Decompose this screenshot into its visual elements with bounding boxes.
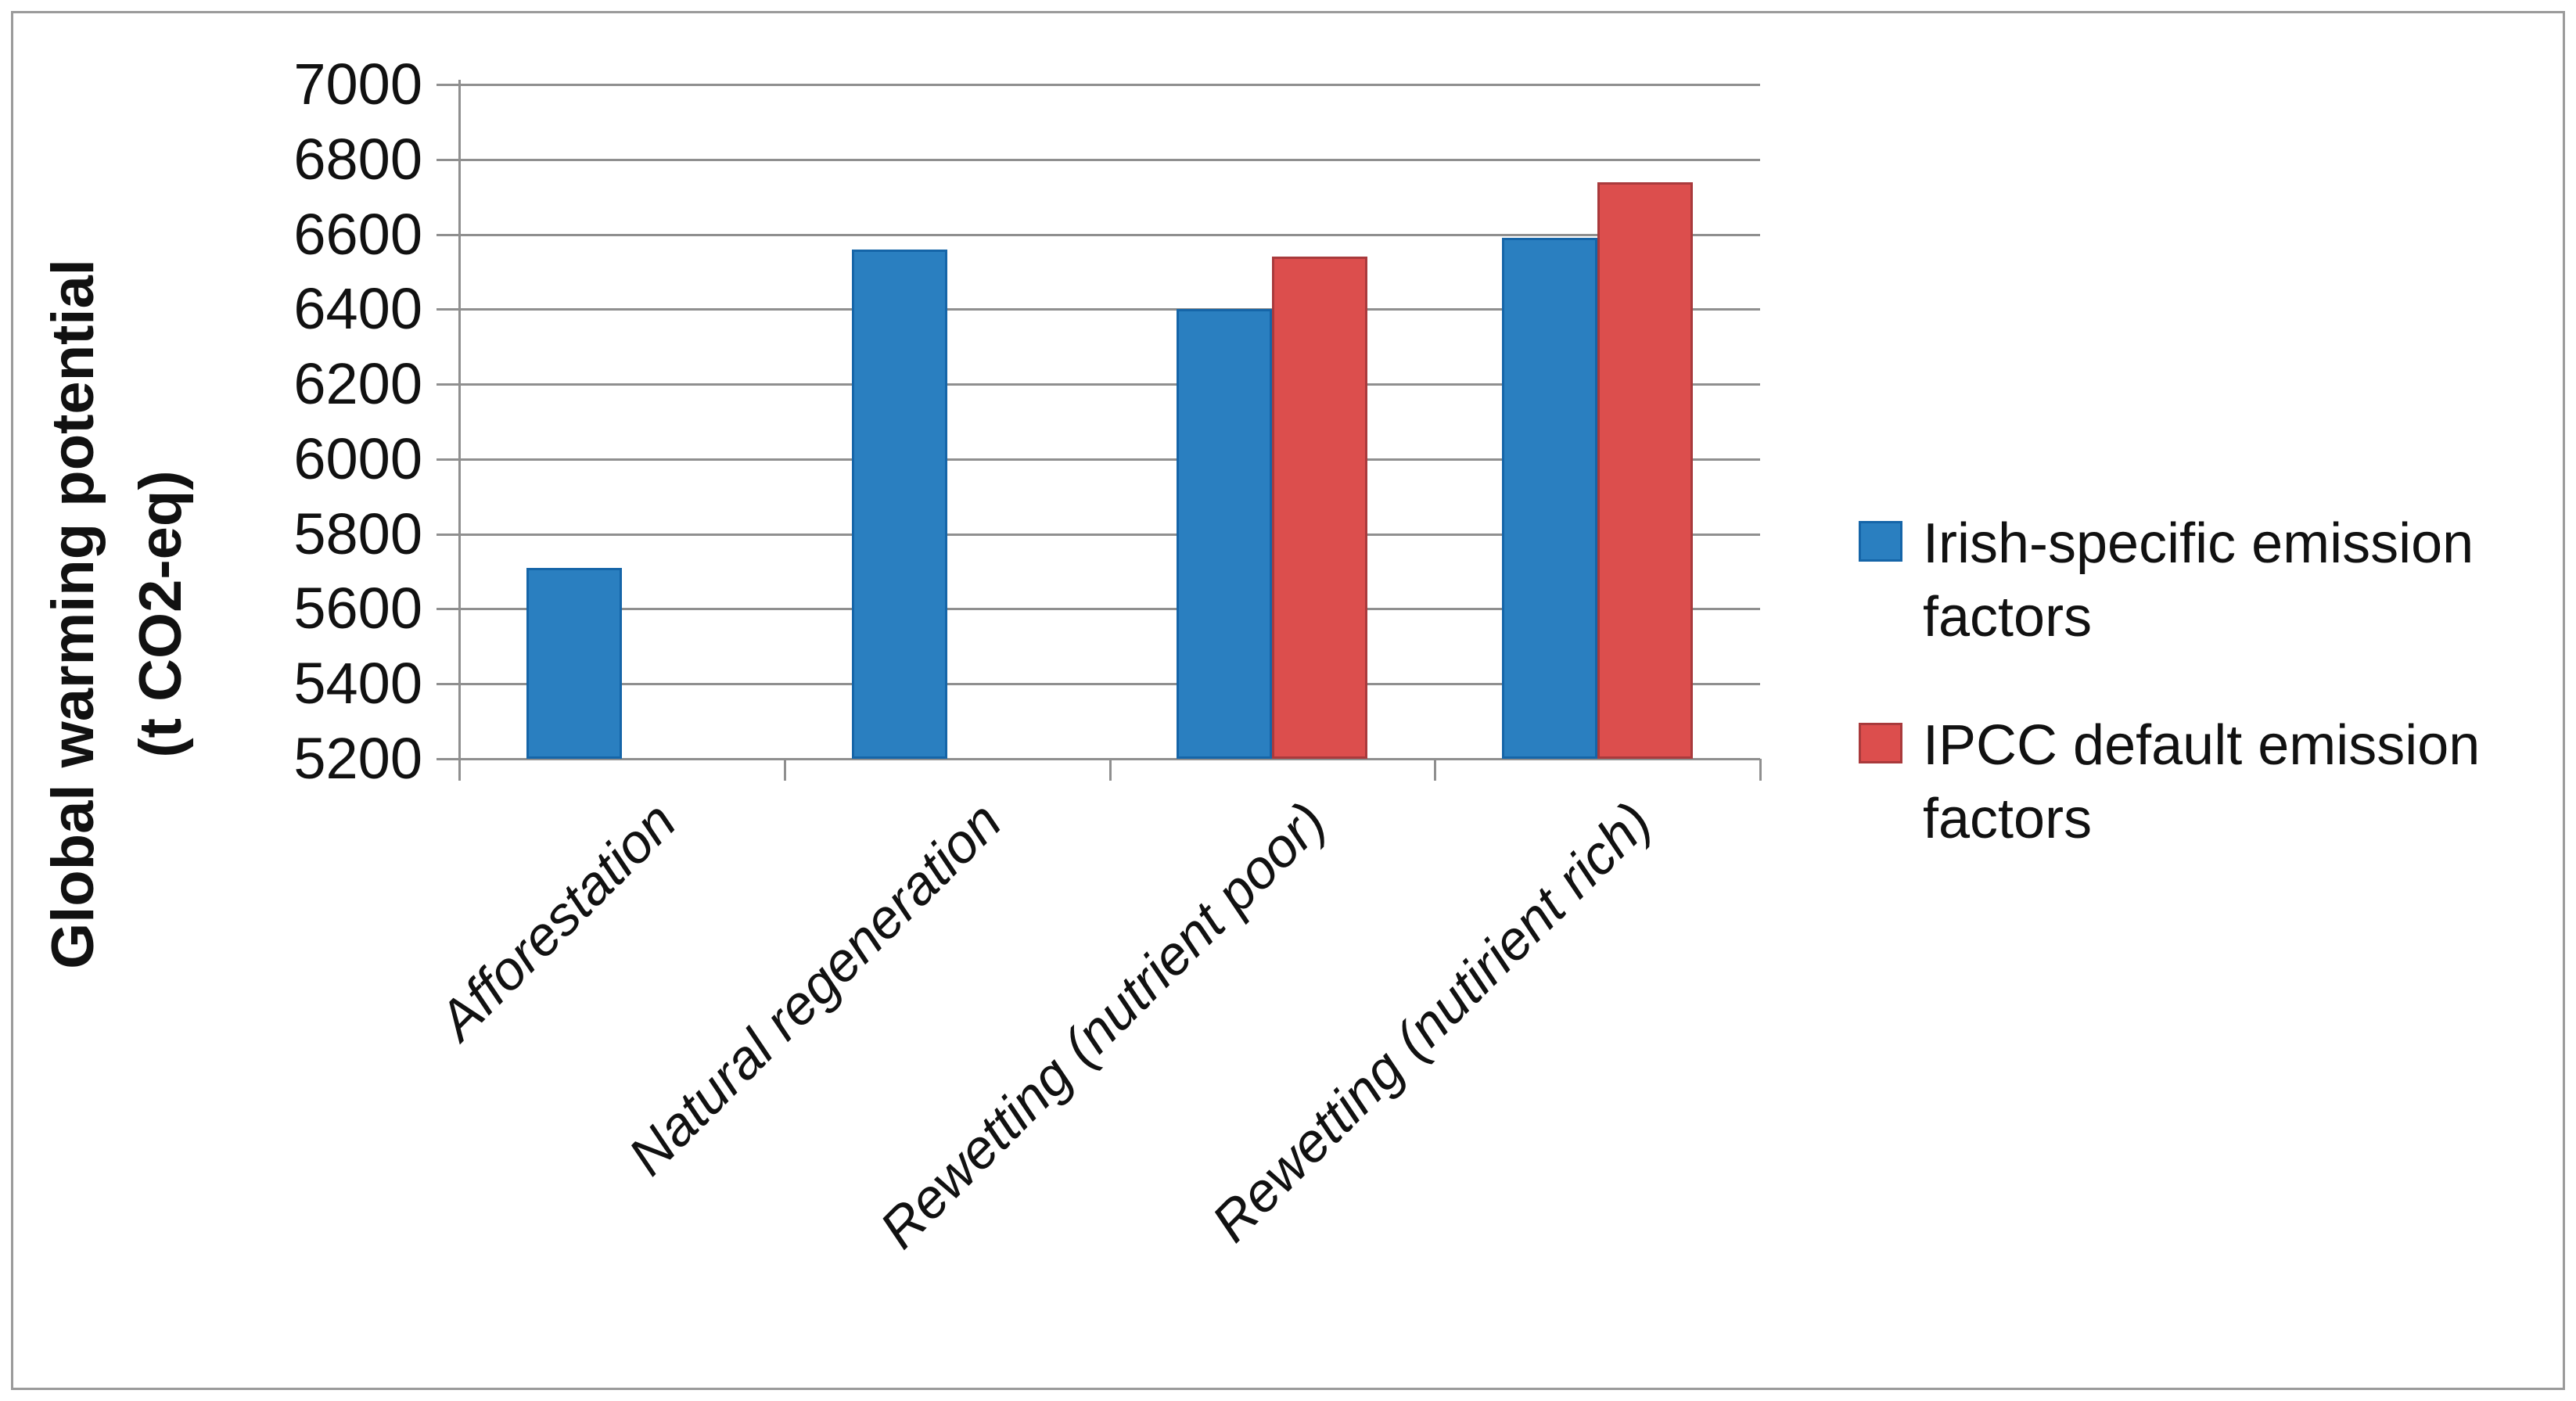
gridline: [437, 383, 1760, 386]
gridline: [437, 533, 1760, 536]
y-axis-title: Global warming potential (t CO2-eq): [23, 66, 211, 1162]
gridline: [437, 234, 1760, 236]
legend-marker-red-icon: [1859, 723, 1902, 763]
y-tick-label: 6400: [293, 276, 422, 341]
gridline: [437, 308, 1760, 311]
chart-outer-border: [11, 11, 2565, 1390]
y-tick-label: 5200: [293, 726, 422, 791]
y-tick-label: 6200: [293, 351, 422, 416]
bar-blue-3: [1502, 238, 1597, 759]
y-tick-label: 6800: [293, 127, 422, 192]
x-axis-tick: [1759, 759, 1762, 781]
gridline: [437, 608, 1760, 610]
gridline: [437, 683, 1760, 685]
x-axis-tick: [1109, 759, 1112, 781]
y-tick-label: 7000: [293, 52, 422, 117]
gridline: [437, 458, 1760, 461]
legend-label: Irish-specific emission factors: [1923, 512, 2474, 648]
x-axis-tick: [784, 759, 786, 781]
legend-label: IPCC default emission factors: [1923, 714, 2481, 850]
gridline: [437, 758, 1760, 760]
bar-blue-0: [526, 568, 622, 759]
y-tick-label: 5400: [293, 651, 422, 716]
bar-blue-2: [1177, 309, 1272, 759]
y-axis-title-line1: Global warming potential: [40, 259, 106, 969]
legend-entry-ipcc-default: IPCC default emission factors: [1859, 709, 2576, 856]
bar-red-2: [1272, 257, 1367, 759]
x-axis-tick: [1434, 759, 1436, 781]
legend-entry-irish-specific: Irish-specific emission factors: [1859, 507, 2576, 654]
legend: Irish-specific emission factors IPCC def…: [1859, 507, 2576, 856]
y-tick-label: 5800: [293, 501, 422, 566]
bar-blue-1: [852, 250, 947, 759]
y-axis-line: [458, 80, 461, 778]
bar-red-3: [1597, 182, 1693, 759]
legend-marker-blue-icon: [1859, 521, 1902, 562]
x-axis-tick: [458, 759, 461, 781]
y-tick-label: 6600: [293, 202, 422, 267]
gridline: [437, 159, 1760, 161]
y-tick-label: 5600: [293, 576, 422, 641]
y-tick-label: 6000: [293, 426, 422, 491]
gridline: [437, 84, 1760, 86]
